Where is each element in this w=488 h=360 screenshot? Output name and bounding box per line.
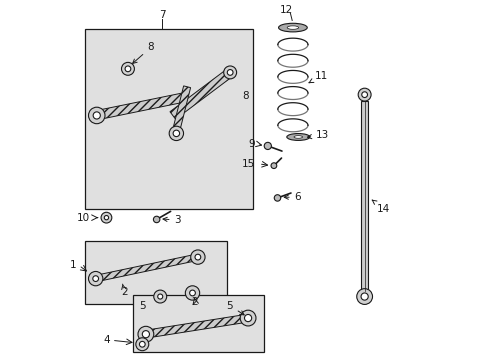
Text: 12: 12	[280, 5, 293, 15]
Text: 15: 15	[242, 159, 255, 169]
Text: 11: 11	[308, 71, 327, 83]
Circle shape	[357, 88, 370, 101]
Circle shape	[223, 66, 236, 79]
Circle shape	[104, 216, 108, 220]
Circle shape	[121, 62, 134, 75]
Circle shape	[169, 126, 183, 140]
Circle shape	[139, 341, 145, 347]
Text: 8: 8	[132, 42, 154, 63]
Text: 8: 8	[242, 91, 249, 101]
Text: 5: 5	[226, 301, 244, 315]
Text: 4: 4	[103, 335, 110, 345]
Text: 14: 14	[371, 200, 389, 214]
Circle shape	[274, 195, 280, 201]
Circle shape	[195, 254, 201, 260]
Circle shape	[93, 112, 100, 119]
Circle shape	[158, 294, 163, 299]
Circle shape	[153, 290, 166, 303]
Text: 13: 13	[307, 130, 329, 140]
Circle shape	[88, 107, 105, 124]
Ellipse shape	[286, 26, 298, 29]
Circle shape	[125, 66, 131, 72]
Text: 1: 1	[70, 260, 77, 270]
Circle shape	[136, 338, 148, 351]
Text: 6: 6	[284, 192, 301, 202]
Polygon shape	[95, 254, 198, 282]
Circle shape	[88, 271, 102, 286]
Text: 5: 5	[139, 301, 145, 311]
Circle shape	[240, 310, 255, 326]
Circle shape	[173, 130, 179, 136]
Ellipse shape	[286, 134, 309, 140]
Circle shape	[190, 250, 204, 264]
Text: 3: 3	[163, 215, 181, 225]
Text: 2: 2	[121, 284, 127, 297]
Bar	[85, 30, 253, 209]
Polygon shape	[95, 93, 184, 120]
Circle shape	[138, 326, 153, 342]
Text: 2: 2	[191, 297, 198, 307]
Circle shape	[227, 69, 233, 75]
Circle shape	[356, 289, 372, 305]
Circle shape	[93, 276, 99, 282]
Circle shape	[189, 290, 195, 296]
Bar	[360, 101, 367, 291]
Circle shape	[185, 286, 199, 300]
Circle shape	[270, 163, 276, 168]
Circle shape	[264, 142, 271, 149]
Circle shape	[142, 330, 149, 338]
Ellipse shape	[293, 136, 302, 138]
Circle shape	[244, 315, 251, 321]
Circle shape	[360, 293, 367, 300]
Bar	[133, 295, 264, 352]
Circle shape	[361, 92, 367, 98]
Bar	[85, 241, 226, 304]
Ellipse shape	[278, 23, 306, 32]
Polygon shape	[171, 86, 190, 138]
Polygon shape	[170, 69, 232, 119]
Polygon shape	[145, 314, 248, 338]
Text: 10: 10	[76, 213, 89, 222]
Text: 9: 9	[248, 139, 255, 149]
Text: 7: 7	[159, 10, 165, 20]
Circle shape	[153, 216, 160, 223]
Circle shape	[101, 212, 112, 223]
